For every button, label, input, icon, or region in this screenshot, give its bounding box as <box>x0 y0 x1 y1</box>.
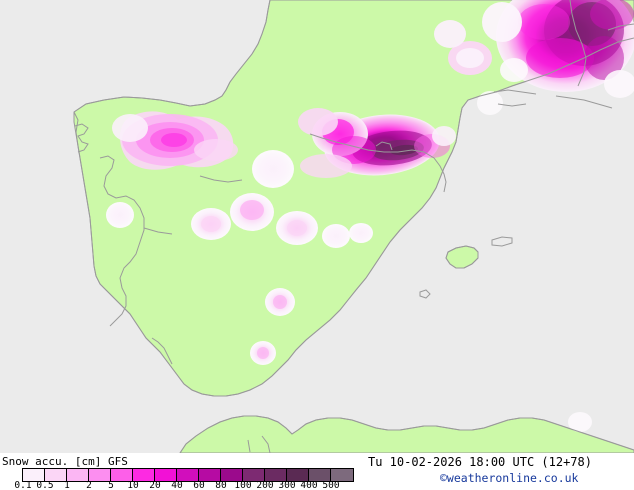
border-ne-detail-3 <box>555 95 613 109</box>
scale-tick-80: 80 <box>215 480 227 490</box>
scale-tick-40: 40 <box>171 480 183 490</box>
border-morocco-algeria <box>247 439 251 453</box>
strait-of-gibraltar <box>151 337 173 365</box>
map-footer: Snow accu. [cm] GFS 0.1 0.5 1 2 5 10 20 40 60 80 1… <box>0 453 634 490</box>
borders-layer <box>73 0 634 453</box>
coastline-north-africa <box>179 415 634 453</box>
scale-tick-0.5: 0.5 <box>36 480 54 490</box>
snow-core-iberian-2 <box>201 216 221 232</box>
scale-tick-300: 300 <box>278 480 296 490</box>
coastline-iberia <box>73 0 271 113</box>
scale-swatch-10[interactable] <box>133 469 155 481</box>
snow-area-iberian-4 <box>322 224 350 248</box>
snow-area-ne-halo-2 <box>434 20 466 48</box>
scale-tick-60: 60 <box>193 480 205 490</box>
scale-tick-2: 2 <box>86 480 92 490</box>
snow-area-ne-halo-5 <box>604 70 634 98</box>
scale-swatch-20[interactable] <box>155 469 177 481</box>
snow-core-iberian-1 <box>240 200 264 220</box>
snow-area-balear-low <box>477 91 503 115</box>
border-spain-interior-1 <box>199 175 243 183</box>
snow-accumulation-layer <box>106 0 634 432</box>
snow-area-ne-halo-1b <box>456 48 484 68</box>
scale-swatch-100[interactable] <box>243 469 265 481</box>
scale-swatch-2[interactable] <box>89 469 111 481</box>
snow-area-atlantic-low <box>568 412 592 432</box>
color-scale-ticks: 0.1 0.5 1 2 5 10 20 40 60 80 100 200 300 400 500 <box>0 480 360 490</box>
map-canvas <box>73 0 634 453</box>
scale-swatch-300[interactable] <box>287 469 309 481</box>
scale-tick-10: 10 <box>127 480 139 490</box>
scale-swatch-0.1[interactable] <box>23 469 45 481</box>
snow-area-guadarrama <box>106 202 134 228</box>
coastline-cantabria <box>73 37 634 397</box>
coastline-ibiza <box>419 289 431 299</box>
coastline-galicia-rias <box>74 123 89 153</box>
snow-area-ne-halo-3 <box>482 2 522 42</box>
snow-area-cantabrian <box>112 111 238 170</box>
border-africa-detail <box>261 435 271 453</box>
border-spain-interior-2 <box>143 227 173 235</box>
scale-swatch-60[interactable] <box>199 469 221 481</box>
scale-swatch-200[interactable] <box>265 469 287 481</box>
color-scale-bar[interactable] <box>22 468 354 482</box>
scale-swatch-1[interactable] <box>67 469 89 481</box>
scale-swatch-500[interactable] <box>331 469 353 481</box>
scale-swatch-40[interactable] <box>177 469 199 481</box>
border-france-pyrenees <box>309 133 447 193</box>
scale-tick-0.1: 0.1 <box>14 480 32 490</box>
coastline-menorca <box>491 236 513 247</box>
border-portugal <box>99 155 145 327</box>
scale-swatch-5[interactable] <box>111 469 133 481</box>
scale-swatch-0.5[interactable] <box>45 469 67 481</box>
scale-swatch-400[interactable] <box>309 469 331 481</box>
border-ne-detail-2 <box>497 103 527 107</box>
scale-tick-100: 100 <box>234 480 252 490</box>
border-ne-detail-4 <box>569 0 587 87</box>
scale-tick-400: 400 <box>300 480 318 490</box>
snow-accumulation-map[interactable] <box>0 0 634 453</box>
coastline-mallorca <box>445 245 479 269</box>
legend-title: Snow accu. [cm] GFS <box>2 455 128 468</box>
snow-area-ne-halo-4 <box>500 58 528 82</box>
scale-tick-5: 5 <box>108 480 114 490</box>
border-ne-detail-1 <box>493 89 537 95</box>
scale-tick-500: 500 <box>322 480 340 490</box>
scale-tick-20: 20 <box>149 480 161 490</box>
scale-swatch-80[interactable] <box>221 469 243 481</box>
snow-core-iberian-3 <box>287 220 307 236</box>
snow-core-betic-1 <box>273 295 287 309</box>
snow-area-pyrenees <box>298 108 456 178</box>
snow-area-levante-1 <box>349 223 373 243</box>
scale-tick-1: 1 <box>64 480 70 490</box>
snow-area-central-1 <box>252 150 294 188</box>
snow-area-ne-corner <box>496 0 634 92</box>
scale-tick-200: 200 <box>256 480 274 490</box>
forecast-timestamp: Tu 10-02-2026 18:00 UTC (12+78) <box>368 455 592 469</box>
copyright-label: ©weatheronline.co.uk <box>440 471 579 485</box>
border-ne-detail-5 <box>607 23 634 31</box>
snow-core-betic-2 <box>257 347 269 359</box>
border-andorra <box>375 141 393 151</box>
